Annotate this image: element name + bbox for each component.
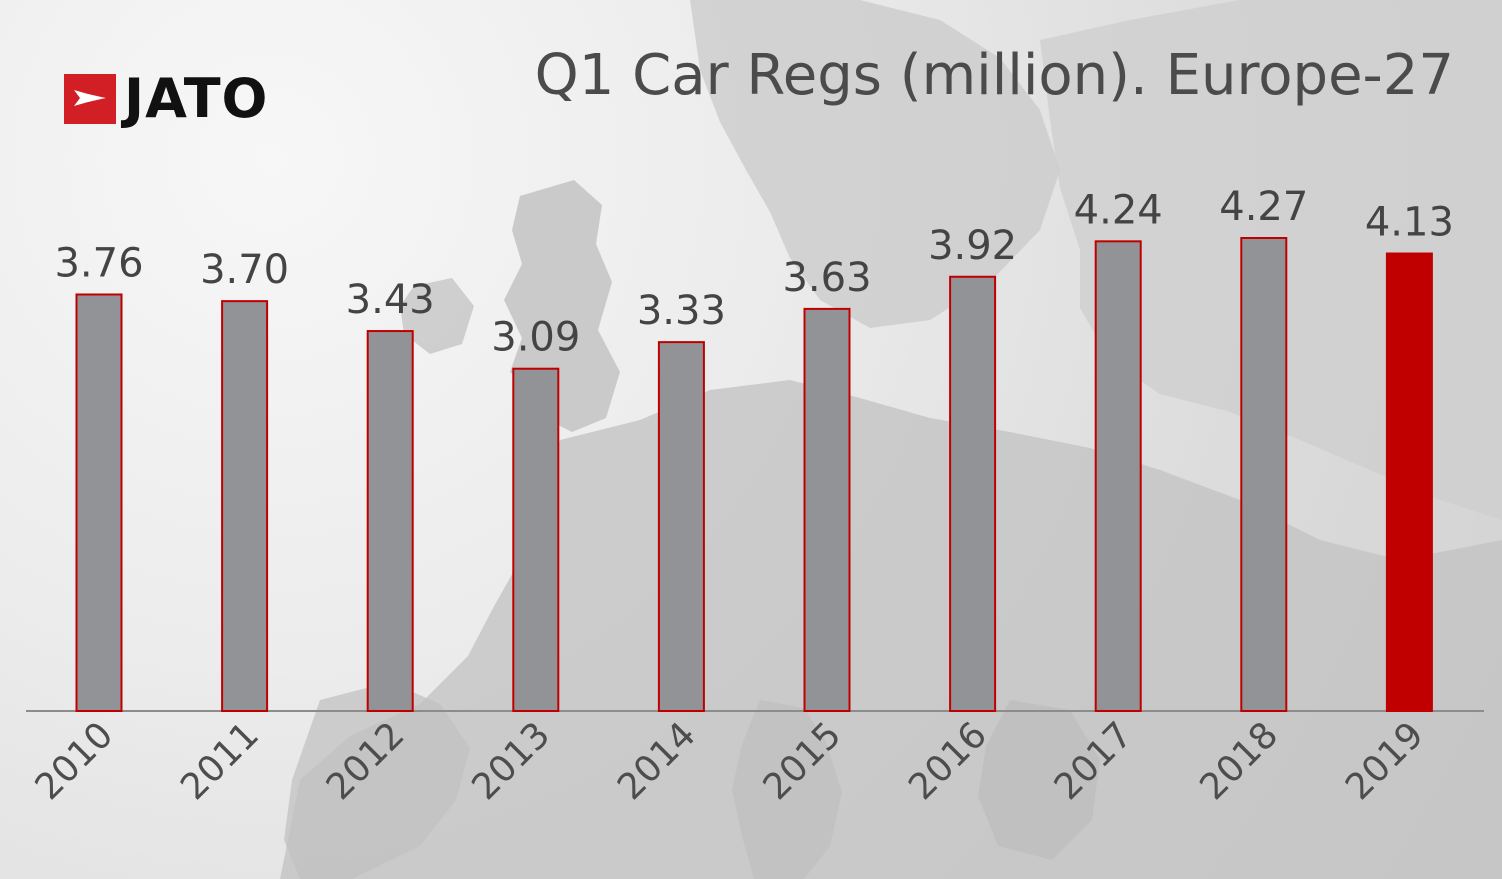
x-tick-label-2013: 2013 xyxy=(464,714,558,808)
x-tick-label-2015: 2015 xyxy=(756,714,850,808)
data-label-2014: 3.33 xyxy=(637,288,726,334)
x-tick-label-2017: 2017 xyxy=(1047,714,1141,808)
x-tick-label-2016: 2016 xyxy=(901,714,995,808)
jato-logo-text: JATO xyxy=(124,67,269,130)
bar-2012 xyxy=(366,330,414,712)
data-label-2012: 3.43 xyxy=(346,277,435,323)
x-tick-label-2018: 2018 xyxy=(1192,714,1286,808)
bar-2018 xyxy=(1240,237,1288,712)
chart-title: Q1 Car Regs (million). Europe-27 xyxy=(534,43,1454,108)
x-tick-label-2019: 2019 xyxy=(1338,714,1432,808)
x-tick-label-2011: 2011 xyxy=(173,714,267,808)
jato-logo-mark-icon xyxy=(64,74,116,124)
data-label-2017: 4.24 xyxy=(1074,187,1163,233)
x-tick-label-2010: 2010 xyxy=(28,714,122,808)
bar-2016 xyxy=(949,275,997,712)
bar-2017 xyxy=(1094,240,1142,712)
bar-2014 xyxy=(657,341,705,712)
bar-2013 xyxy=(512,367,560,712)
bar-2010 xyxy=(75,293,123,712)
data-label-2011: 3.70 xyxy=(200,247,289,293)
data-label-2013: 3.09 xyxy=(491,315,580,361)
highlight-bar-2019 xyxy=(1385,252,1433,712)
x-tick-label-2014: 2014 xyxy=(610,714,704,808)
bar-2011 xyxy=(221,300,269,712)
data-label-2015: 3.63 xyxy=(782,255,871,301)
data-label-2010: 3.76 xyxy=(54,240,143,286)
jato-logo: JATO xyxy=(64,72,268,126)
data-label-2016: 3.92 xyxy=(928,223,1017,269)
data-label-2019: 4.13 xyxy=(1365,200,1454,246)
bar-2015 xyxy=(803,307,851,712)
data-label-2018: 4.27 xyxy=(1219,184,1308,230)
x-tick-label-2012: 2012 xyxy=(319,714,413,808)
